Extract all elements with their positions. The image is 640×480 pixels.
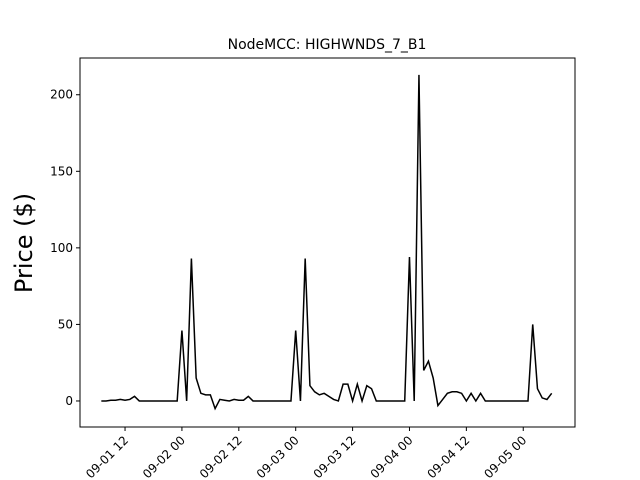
y-tick-label: 50 <box>58 317 73 331</box>
x-tick-label: 09-04 12 <box>424 433 472 480</box>
y-tick-label: 100 <box>50 241 73 255</box>
x-tick-label: 09-05 00 <box>481 433 529 480</box>
y-axis-label: Price ($) <box>10 193 38 293</box>
x-tick-label: 09-01 12 <box>83 433 131 480</box>
x-tick-label: 09-02 00 <box>140 433 188 480</box>
x-tick-label: 09-03 12 <box>311 433 359 480</box>
chart-title: NodeMCC: HIGHWNDS_7_B1 <box>228 37 427 53</box>
x-tick-label: 09-04 00 <box>368 433 416 480</box>
y-tick-label: 0 <box>65 394 73 408</box>
price-line <box>101 74 553 411</box>
x-tick-label: 09-03 00 <box>254 433 302 480</box>
y-tick-label: 200 <box>50 88 73 102</box>
y-tick-label: 150 <box>50 164 73 178</box>
x-tick-label: 09-02 12 <box>197 433 245 480</box>
axes-frame <box>79 57 576 428</box>
